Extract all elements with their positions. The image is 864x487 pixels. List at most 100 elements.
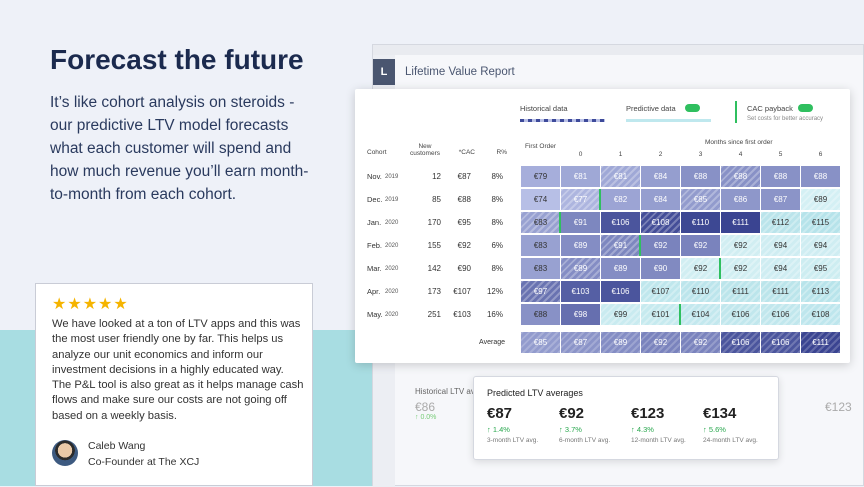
- table-cell: €89: [561, 235, 600, 256]
- cohort: Feb.: [367, 241, 383, 250]
- table-cell: €92: [721, 258, 760, 279]
- table-cell: 16%: [486, 310, 503, 319]
- predicted-change: ↑ 4.3%: [631, 425, 654, 434]
- table-cell: €101: [641, 304, 680, 325]
- cohort: Dec.: [367, 195, 383, 204]
- column-header: 6: [818, 151, 823, 158]
- cohort-year: 2019: [385, 197, 399, 203]
- table-cell: €84: [641, 166, 680, 187]
- table-cell: €88: [457, 195, 471, 204]
- table-cell: €81: [561, 166, 600, 187]
- table-cell: €81: [601, 166, 640, 187]
- table-cell: €92: [457, 241, 471, 250]
- toggle[interactable]: [798, 104, 813, 112]
- column-header: First Order: [524, 143, 557, 150]
- table-cell: €91: [601, 235, 640, 256]
- table-cell: €99: [601, 304, 640, 325]
- table-cell: €106: [721, 304, 760, 325]
- table-cell: €106: [601, 212, 640, 233]
- column-header: 3: [698, 151, 703, 158]
- ltv-table-panel: Historical data Predictive data CAC payb…: [355, 89, 850, 363]
- legend-cac: CAC payback: [747, 104, 793, 113]
- table-cell: €79: [521, 166, 560, 187]
- average-cell: €106: [761, 332, 800, 353]
- table-cell: 251: [427, 310, 441, 319]
- column-header: 4: [738, 151, 743, 158]
- cohort-year: 2020: [385, 312, 399, 318]
- table-cell: €110: [681, 281, 720, 302]
- legend-predictive: Predictive data: [626, 104, 676, 113]
- cohort-year: 2019: [385, 174, 399, 180]
- table-cell: €104: [681, 304, 720, 325]
- cac-marker: [679, 304, 681, 325]
- table-cell: 173: [427, 287, 441, 296]
- toggle[interactable]: [685, 104, 700, 112]
- table-cell: €95: [801, 258, 840, 279]
- table-cell: 8%: [491, 218, 503, 227]
- stars: ★★★★★: [52, 296, 129, 313]
- table-cell: €106: [601, 281, 640, 302]
- predicted-change: ↑ 5.6%: [703, 425, 726, 434]
- table-cell: €88: [801, 166, 840, 187]
- cohort-year: 2020: [385, 243, 399, 249]
- average-cell: €106: [721, 332, 760, 353]
- table-cell: 142: [427, 264, 441, 273]
- average-cell: €89: [601, 332, 640, 353]
- table-cell: €90: [641, 258, 680, 279]
- table-cell: €111: [721, 212, 760, 233]
- cac-marker: [599, 189, 601, 210]
- months-label: Months since first order: [705, 139, 773, 146]
- table-cell: €89: [601, 258, 640, 279]
- table-cell: €92: [641, 235, 680, 256]
- app-title: Lifetime Value Report: [405, 66, 515, 78]
- table-cell: €115: [801, 212, 840, 233]
- table-cell: €108: [801, 304, 840, 325]
- legend-historical: Historical data: [520, 104, 568, 113]
- table-cell: €107: [641, 281, 680, 302]
- table-cell: 12%: [486, 287, 503, 296]
- table-cell: €94: [801, 235, 840, 256]
- table-cell: €111: [761, 281, 800, 302]
- predicted-change: ↑ 1.4%: [487, 425, 510, 434]
- table-cell: €88: [761, 166, 800, 187]
- historical-value: €86: [415, 400, 436, 414]
- quote: We have looked at a ton of LTV apps and …: [52, 318, 304, 422]
- table-cell: €87: [457, 172, 471, 181]
- average-cell: €92: [641, 332, 680, 353]
- table-cell: €87: [761, 189, 800, 210]
- table-cell: 155: [427, 241, 441, 250]
- predicted-value: €134: [703, 405, 737, 422]
- predicted-label: 12-month LTV avg.: [631, 437, 686, 444]
- table-cell: €74: [521, 189, 560, 210]
- table-cell: €92: [681, 235, 720, 256]
- cohort: Jan.: [367, 218, 382, 227]
- column-header: R%: [496, 149, 507, 156]
- historical-value: €123: [825, 400, 852, 414]
- table-cell: €92: [721, 235, 760, 256]
- table-cell: €88: [721, 166, 760, 187]
- table-cell: €103: [453, 310, 471, 319]
- table-cell: €98: [561, 304, 600, 325]
- table-cell: €112: [761, 212, 800, 233]
- table-cell: €77: [561, 189, 600, 210]
- column-header: 1: [618, 151, 623, 158]
- predicted-title: Predicted LTV averages: [487, 388, 583, 398]
- table-cell: €90: [457, 264, 471, 273]
- historical-title: Historical LTV averages: [415, 387, 500, 396]
- cohort: May.: [367, 310, 383, 319]
- hero-body: It’s like cohort analysis on steroids - …: [50, 94, 309, 203]
- table-cell: 8%: [491, 195, 503, 204]
- cohort: Mar.: [367, 264, 382, 273]
- table-cell: €82: [601, 189, 640, 210]
- table-cell: €106: [761, 304, 800, 325]
- author: Caleb Wang: [88, 440, 146, 452]
- historical-change: ↑ 0.0%: [415, 414, 437, 421]
- table-cell: €92: [681, 258, 720, 279]
- avatar: [52, 440, 78, 466]
- table-cell: €88: [521, 304, 560, 325]
- cac-marker: [719, 258, 721, 279]
- average-label: Average: [479, 339, 505, 346]
- cohort: Apr.: [367, 287, 381, 296]
- table-cell: €88: [681, 166, 720, 187]
- column-header: *CAC: [458, 149, 475, 156]
